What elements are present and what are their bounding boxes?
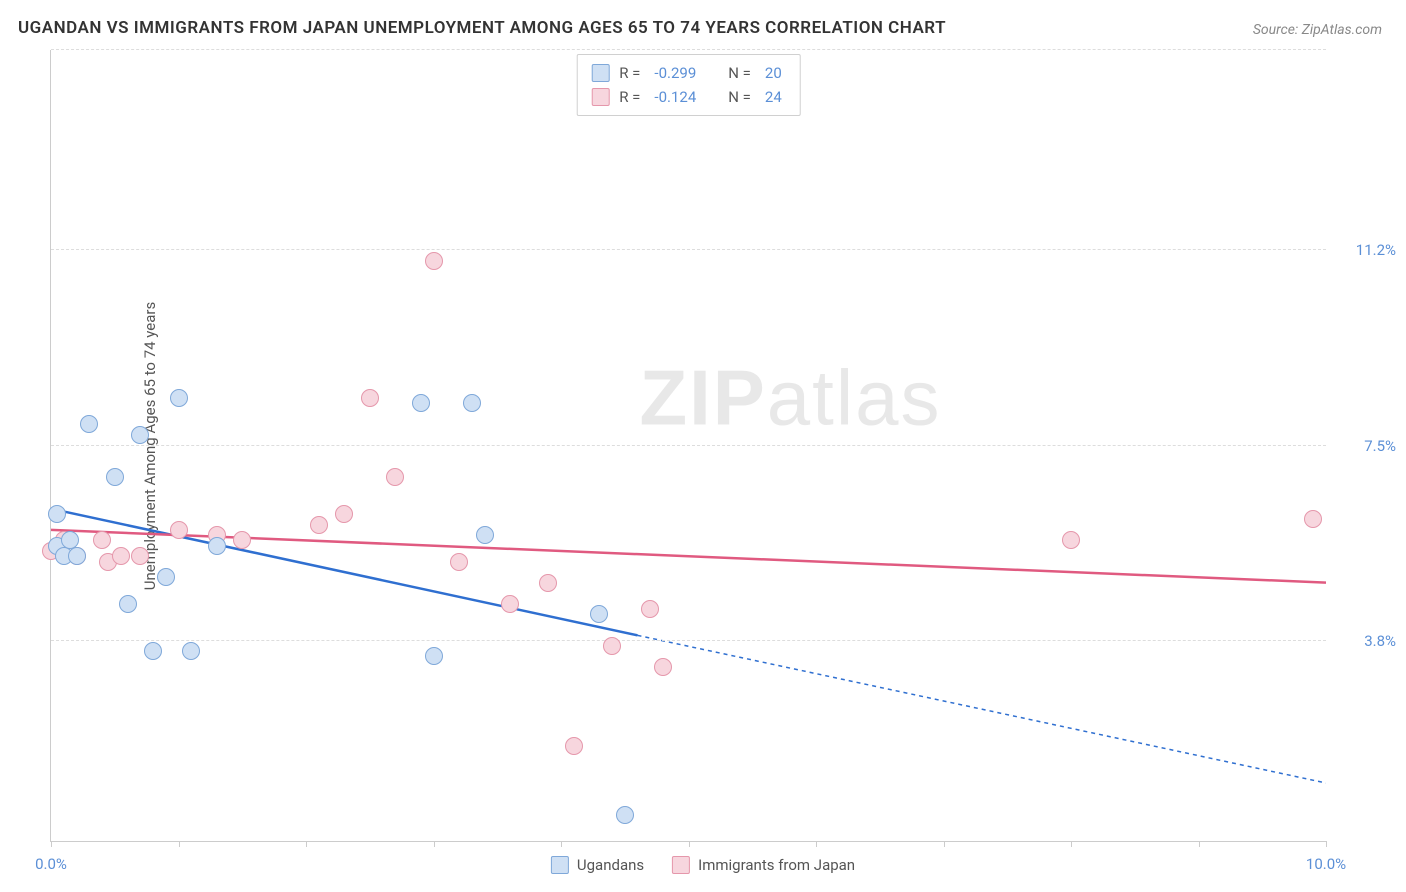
data-point (603, 637, 621, 655)
x-tick (1326, 841, 1327, 847)
data-point (412, 394, 430, 412)
data-point (539, 574, 557, 592)
data-point (616, 806, 634, 824)
data-point (106, 468, 124, 486)
data-point (48, 505, 66, 523)
x-tick (51, 841, 52, 847)
legend-item-ugandans: Ugandans (551, 856, 644, 874)
r-value-1: -0.299 (654, 61, 696, 85)
bottom-legend: Ugandans Immigrants from Japan (551, 856, 855, 874)
legend-item-japan: Immigrants from Japan (672, 856, 855, 874)
correlation-chart: UGANDAN VS IMMIGRANTS FROM JAPAN UNEMPLO… (0, 0, 1406, 892)
data-point (131, 426, 149, 444)
x-tick (306, 841, 307, 847)
data-point (361, 389, 379, 407)
data-point (654, 658, 672, 676)
y-tick-label: 3.8% (1364, 632, 1396, 650)
r-label-1: R = (619, 61, 640, 85)
data-point (565, 737, 583, 755)
n-label-2: N = (728, 85, 751, 109)
r-value-2: -0.124 (654, 85, 696, 109)
swatch-ugandans (591, 64, 609, 82)
legend-label-japan: Immigrants from Japan (698, 856, 855, 874)
x-tick-label: 0.0% (35, 855, 67, 873)
data-point (144, 642, 162, 660)
n-label-1: N = (728, 61, 751, 85)
chart-source: Source: ZipAtlas.com (1253, 22, 1382, 38)
trendlines (51, 50, 1326, 841)
data-point (233, 531, 251, 549)
x-tick (179, 841, 180, 847)
swatch-japan-bottom (672, 856, 690, 874)
swatch-ugandans-bottom (551, 856, 569, 874)
data-point (476, 526, 494, 544)
watermark-rest: atlas (767, 354, 942, 442)
data-point (208, 537, 226, 555)
data-point (182, 642, 200, 660)
data-point (425, 252, 443, 270)
watermark-bold: ZIP (639, 354, 766, 442)
gridline (51, 640, 1326, 641)
stats-row-2: R = -0.124 N = 24 (591, 85, 786, 109)
data-point (425, 647, 443, 665)
data-point (335, 505, 353, 523)
data-point (501, 595, 519, 613)
data-point (590, 605, 608, 623)
data-point (131, 547, 149, 565)
x-tick (1199, 841, 1200, 847)
swatch-japan (591, 88, 609, 106)
chart-title: UGANDAN VS IMMIGRANTS FROM JAPAN UNEMPLO… (18, 18, 946, 38)
x-tick (1071, 841, 1072, 847)
stats-row-1: R = -0.299 N = 20 (591, 61, 786, 85)
gridline (51, 445, 1326, 446)
n-value-2: 24 (765, 85, 782, 109)
gridline (51, 249, 1326, 250)
watermark: ZIPatlas (639, 353, 941, 444)
data-point (80, 415, 98, 433)
data-point (157, 568, 175, 586)
data-point (1062, 531, 1080, 549)
data-point (386, 468, 404, 486)
x-tick (434, 841, 435, 847)
data-point (119, 595, 137, 613)
data-point (1304, 510, 1322, 528)
x-tick (816, 841, 817, 847)
data-point (93, 531, 111, 549)
x-tick-label: 10.0% (1306, 855, 1346, 873)
stats-legend-box: R = -0.299 N = 20 R = -0.124 N = 24 (576, 54, 801, 116)
gridline (51, 49, 1326, 50)
data-point (641, 600, 659, 618)
data-point (463, 394, 481, 412)
legend-label-ugandans: Ugandans (577, 856, 644, 874)
x-tick (689, 841, 690, 847)
y-tick-label: 11.2% (1356, 241, 1396, 259)
data-point (170, 389, 188, 407)
y-tick-label: 7.5% (1364, 437, 1396, 455)
r-label-2: R = (619, 85, 640, 109)
x-tick (561, 841, 562, 847)
data-point (112, 547, 130, 565)
data-point (450, 553, 468, 571)
data-point (170, 521, 188, 539)
x-tick (944, 841, 945, 847)
data-point (68, 547, 86, 565)
plot-area: ZIPatlas R = -0.299 N = 20 R = -0.124 N … (50, 50, 1326, 842)
data-point (310, 516, 328, 534)
n-value-1: 20 (765, 61, 782, 85)
